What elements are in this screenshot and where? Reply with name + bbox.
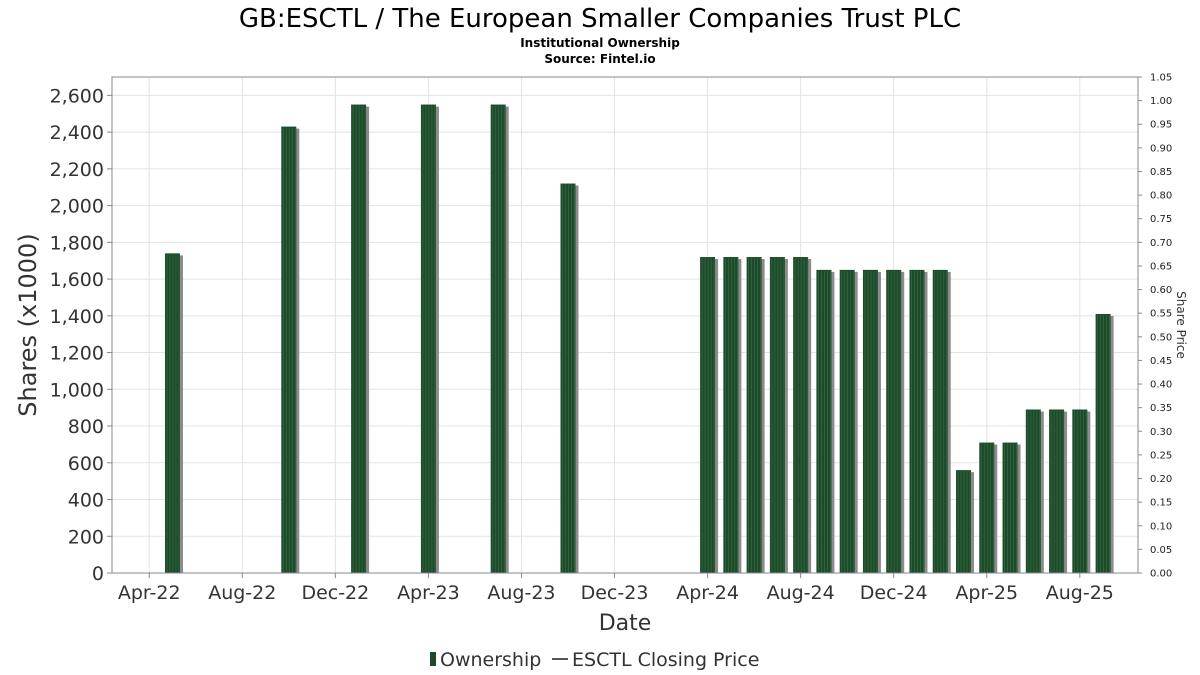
y-axis-label: Shares (x1000) — [14, 233, 42, 416]
x-tick-label: Apr-24 — [676, 582, 739, 604]
bars — [164, 104, 1114, 574]
y-tick-label: 600 — [68, 453, 104, 475]
y2-tick-label: 0.65 — [1150, 261, 1172, 272]
ownership-bar — [862, 269, 881, 573]
x-tick-label: Aug-25 — [1046, 582, 1114, 604]
x-tick-label: Aug-22 — [208, 582, 276, 604]
y-tick-label: 2,600 — [50, 85, 104, 107]
x-tick-label: Aug-23 — [487, 582, 555, 604]
y-tick-label: 2,400 — [50, 122, 104, 144]
ownership-bar — [351, 104, 370, 574]
y2-tick-label: 0.90 — [1150, 143, 1172, 154]
x-axis-label: Date — [599, 611, 652, 636]
y-tick-label: 0 — [92, 563, 104, 585]
y2-tick-label: 0.60 — [1150, 285, 1172, 296]
ownership-bar — [1072, 409, 1091, 573]
legend-ownership-label: Ownership — [440, 649, 541, 671]
ownership-bar — [746, 257, 765, 573]
ownership-bar — [1095, 313, 1114, 573]
ownership-bar — [909, 269, 928, 573]
x-tick-label: Aug-24 — [767, 582, 835, 604]
y2-axis-label: Share Price — [1174, 291, 1188, 359]
y2-axis-ticks: 0.00 0.05 0.10 0.15 0.20 0.25 0.30 0.35 0.40 0.45… — [1138, 73, 1172, 580]
ownership-bar — [839, 269, 858, 573]
x-tick-label: Apr-25 — [955, 582, 1018, 604]
y2-tick-label: 0.40 — [1150, 380, 1172, 391]
ownership-bar — [769, 257, 788, 573]
y-tick-label: 1,000 — [50, 379, 104, 401]
chart-subtitle-1: Institutional Ownership — [520, 36, 680, 50]
y2-tick-label: 0.05 — [1150, 545, 1172, 556]
plot-frame — [111, 76, 1139, 574]
ownership-bar — [956, 470, 975, 573]
ownership-bar — [1025, 409, 1044, 573]
y2-tick-label: 0.35 — [1150, 403, 1172, 414]
y2-tick-label: 1.00 — [1150, 96, 1172, 107]
ownership-bar — [886, 269, 905, 573]
y2-tick-label: 0.25 — [1150, 450, 1172, 461]
y2-tick-label: 0.10 — [1150, 521, 1172, 532]
ownership-bar — [816, 269, 835, 573]
x-tick-label: Dec-22 — [301, 582, 369, 604]
y2-tick-label: 0.80 — [1150, 191, 1172, 202]
y2-tick-label: 0.00 — [1150, 569, 1172, 580]
y2-tick-label: 0.50 — [1150, 332, 1172, 343]
y2-tick-label: 0.85 — [1150, 167, 1172, 178]
chart-title: GB:ESCTL / The European Smaller Companie… — [239, 4, 961, 34]
y-tick-label: 2,000 — [50, 196, 104, 218]
x-tick-label: Apr-23 — [397, 582, 460, 604]
ownership-bar — [1002, 442, 1021, 573]
y-tick-label: 200 — [68, 526, 104, 548]
y-tick-label: 800 — [68, 416, 104, 438]
ownership-bar — [164, 253, 183, 573]
y-tick-label: 1,200 — [50, 343, 104, 365]
ownership-bar — [979, 442, 998, 573]
y-tick-label: 2,200 — [50, 159, 104, 181]
ownership-bar — [490, 104, 509, 574]
ownership-bar — [1049, 409, 1068, 573]
x-axis-ticks: Apr-22 Aug-22 Dec-22 Apr-23 Aug-23 Dec-23 Apr-… — [118, 573, 1114, 604]
legend-ownership-swatch — [430, 652, 436, 666]
y-tick-label: 1,800 — [50, 232, 104, 254]
ownership-bar — [281, 126, 300, 573]
y2-tick-label: 0.70 — [1150, 238, 1172, 249]
legend-price-label: ESCTL Closing Price — [572, 649, 759, 671]
y2-tick-label: 0.55 — [1150, 309, 1172, 320]
y2-tick-label: 0.75 — [1150, 214, 1172, 225]
y-tick-label: 400 — [68, 490, 104, 512]
x-tick-label: Dec-24 — [860, 582, 928, 604]
y2-tick-label: 0.15 — [1150, 498, 1172, 509]
ownership-bar — [932, 269, 951, 573]
y-axis-ticks: 0 200 400 600 800 1,000 1,200 1,400 1,600 1,800 2,… — [50, 85, 112, 585]
chart-subtitle-2: Source: Fintel.io — [544, 52, 655, 66]
legend: Ownership ESCTL Closing Price — [430, 649, 759, 671]
y-tick-label: 1,400 — [50, 306, 104, 328]
ownership-bar — [723, 257, 742, 573]
x-tick-label: Dec-23 — [581, 582, 649, 604]
ownership-bar — [420, 104, 439, 574]
x-tick-label: Apr-22 — [118, 582, 181, 604]
y-tick-label: 1,600 — [50, 269, 104, 291]
y2-tick-label: 0.30 — [1150, 427, 1172, 438]
y2-tick-label: 0.20 — [1150, 474, 1172, 485]
y2-tick-label: 1.05 — [1150, 73, 1172, 84]
ownership-bar — [793, 257, 812, 573]
y2-tick-label: 0.95 — [1150, 120, 1172, 131]
ownership-bar — [560, 183, 579, 573]
y2-tick-label: 0.45 — [1150, 356, 1172, 367]
ownership-bar — [700, 257, 719, 573]
